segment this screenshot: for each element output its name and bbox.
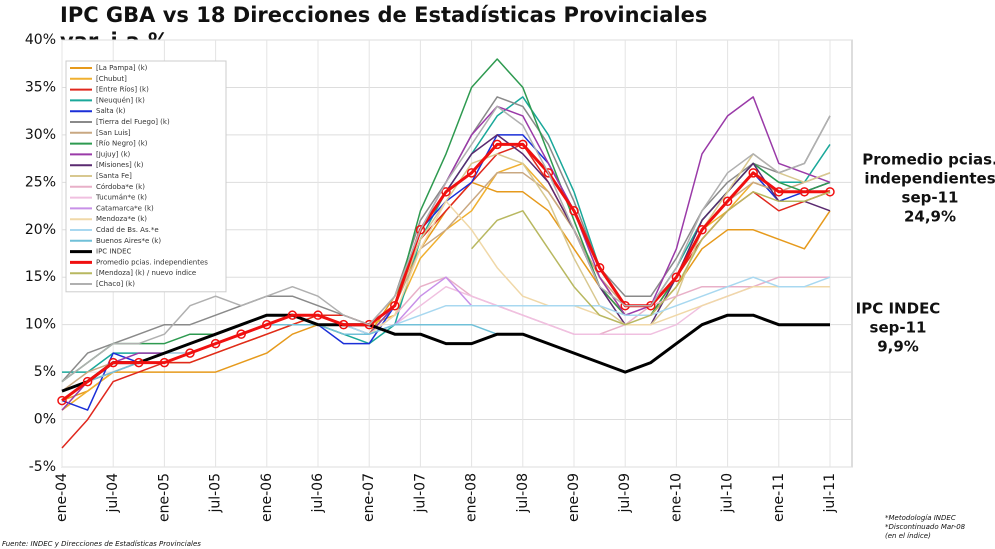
x-tick-label: jul-09 — [617, 473, 633, 514]
point — [287, 310, 298, 320]
point — [543, 168, 554, 178]
chart-title: IPC GBA vs 18 Direcciones de Estadística… — [60, 3, 707, 27]
note: *Metodología INDEC — [885, 514, 956, 522]
point — [108, 357, 118, 368]
annotation: 9,9% — [877, 338, 919, 356]
legend-label: Córdoba*e (k) — [96, 183, 145, 191]
point — [390, 300, 400, 311]
x-tick-label: ene-11 — [771, 473, 787, 522]
series-line — [61, 142, 830, 402]
point — [236, 329, 246, 339]
point — [466, 168, 477, 178]
legend-label: Salta (k) — [96, 107, 126, 115]
point — [825, 187, 835, 197]
legend-label: [Tierra del Fuego] (k) — [96, 118, 170, 126]
annotation: sep-11 — [870, 319, 927, 337]
legend-label: IPC INDEC — [96, 248, 132, 256]
y-tick-label: -5% — [29, 459, 56, 475]
x-tick-label: jul-06 — [310, 473, 326, 514]
point — [441, 187, 451, 197]
legend-label: [Chaco] (k) — [96, 280, 135, 288]
legend-label: [La Pampa] (k) — [96, 64, 148, 72]
point — [134, 357, 144, 368]
legend-label: [Misiones] (k) — [96, 161, 144, 169]
legend-label: [Neuquén] (k) — [96, 96, 145, 104]
note: (en el índice) — [885, 532, 931, 540]
legend-label: Cdad de Bs. As.*e — [96, 226, 159, 234]
series-line — [471, 191, 831, 326]
x-tick-label: ene-08 — [464, 473, 480, 522]
x-tick-label: ene-09 — [566, 473, 582, 522]
annotation: independientes — [864, 170, 995, 188]
point — [518, 139, 528, 150]
point — [82, 376, 93, 387]
annotation: IPC INDEC — [856, 300, 941, 318]
legend-label: [Chubut] — [96, 75, 127, 83]
x-tick-label: jul-10 — [720, 473, 736, 514]
point — [697, 225, 707, 235]
legend-label: [San Luis] — [96, 129, 131, 137]
x-tick-label: jul-11 — [822, 473, 838, 514]
point — [569, 206, 579, 216]
x-tick-label: ene-10 — [668, 473, 684, 522]
point — [774, 187, 784, 197]
y-tick-label: 10% — [25, 317, 56, 333]
x-tick-label: jul-04 — [105, 473, 121, 514]
legend-label: Promedio pcias. independientes — [96, 258, 208, 266]
x-tick-label: jul-08 — [515, 473, 531, 514]
x-tick-label: ene-05 — [156, 473, 172, 522]
legend-label: [Entre Ríos] (k) — [96, 86, 149, 94]
x-tick-label: ene-06 — [259, 473, 275, 522]
source: Fuente: INDEC y Direcciones de Estadísti… — [2, 540, 201, 548]
point — [210, 338, 221, 349]
legend-label: Mendoza*e (k) — [96, 215, 147, 223]
x-tick-label: ene-07 — [361, 473, 377, 522]
legend-label: [Santa Fe] — [96, 172, 132, 180]
series-line — [61, 105, 831, 383]
x-tick-label: ene-04 — [54, 473, 70, 522]
legend-label: [Jujuy] (k) — [96, 150, 130, 158]
point — [185, 348, 195, 358]
annotation: Promedio pcias. — [862, 151, 995, 169]
x-tick-label: jul-07 — [412, 473, 428, 514]
y-tick-label: 20% — [25, 222, 56, 238]
note: *Discontinuado Mar-08 — [885, 523, 966, 531]
point — [313, 310, 323, 320]
legend-label: Catamarca*e (k) — [96, 204, 154, 212]
legend-box — [65, 60, 227, 293]
y-tick-label: 25% — [25, 174, 56, 190]
y-tick-label: 5% — [34, 364, 56, 380]
annotation: 24,9% — [904, 208, 956, 226]
point — [57, 395, 67, 406]
point — [722, 196, 733, 207]
point — [799, 187, 810, 197]
point — [748, 168, 758, 178]
annotation: sep-11 — [902, 189, 959, 207]
point — [594, 262, 605, 273]
point — [364, 319, 374, 330]
point — [159, 357, 170, 368]
point — [262, 319, 272, 330]
y-tick-label: 35% — [25, 79, 56, 95]
y-tick-label: 15% — [25, 269, 56, 285]
point — [415, 225, 426, 235]
y-tick-label: 0% — [34, 412, 56, 428]
legend-label: Tucumán*e (k) — [95, 194, 147, 202]
point — [492, 139, 502, 150]
legend-label: [Mendoza] (k) / nuevo índice — [96, 269, 196, 277]
point — [338, 319, 349, 330]
x-tick-label: jul-05 — [208, 473, 224, 514]
y-tick-label: 40% — [25, 32, 56, 48]
series-line — [61, 313, 830, 393]
y-tick-label: 30% — [25, 127, 56, 143]
legend-label: Buenos Aires*e (k) — [96, 237, 161, 245]
legend-label: [Río Negro] (k) — [96, 140, 148, 148]
point — [671, 272, 682, 282]
